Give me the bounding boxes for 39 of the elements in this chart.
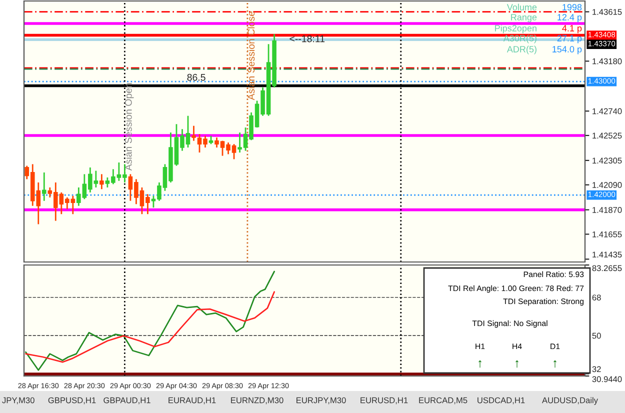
- text: EURAUD,H1: [168, 397, 216, 404]
- y-tick-label: 1.42525: [592, 132, 622, 139]
- y-tick-label: 1.41870: [592, 207, 622, 213]
- y-tick-label: 1.41655: [592, 231, 622, 238]
- annotation: Range: [511, 14, 537, 22]
- annotation: ↑: [554, 360, 556, 368]
- annotation: ↑: [516, 360, 518, 368]
- y-tick-label: 68: [592, 294, 601, 300]
- y-tick-label: 1.41435: [592, 252, 622, 258]
- annotation: 1998: [562, 4, 582, 10]
- text: JPY,M30: [2, 397, 34, 404]
- text: EURNZD,M30: [231, 397, 284, 404]
- annotation: ↑: [478, 360, 482, 368]
- y-tick-label: 30.9440: [592, 376, 622, 382]
- ref-line-label: Asian Session Close: [247, 11, 255, 100]
- y-tick-label: 1.42740: [592, 108, 622, 114]
- ref-line-label: Asian Session Open: [124, 83, 134, 171]
- text: EURJPY,M30: [296, 397, 346, 404]
- annotation: Volume: [506, 4, 537, 10]
- annotation: Pips2open: [495, 24, 536, 34]
- annotation: 12.4 p: [558, 14, 582, 22]
- y-tick-label: 83.2655: [592, 265, 622, 272]
- text: EURCAD,M5: [419, 397, 468, 404]
- annotation: 154.0 p: [552, 46, 582, 54]
- text: AUDUSD,Daily: [542, 397, 598, 405]
- annotation: 86.5: [187, 74, 206, 81]
- text: USDCAD,H1: [478, 397, 525, 404]
- y-tick-label: 32: [592, 366, 601, 372]
- y-tick-label: 1.42090: [592, 182, 622, 188]
- annotation: <--18:11: [290, 35, 325, 42]
- y-tick-label: 1.43615: [592, 8, 622, 15]
- text: GBPUSD,H1: [48, 397, 96, 404]
- text: GBPAUD,H1: [104, 397, 150, 404]
- y-tick-label: 1.42305: [592, 158, 622, 164]
- y-tick-label: 50: [592, 332, 601, 339]
- text: EURUSD,H1: [360, 397, 408, 404]
- annotation: ADR(5): [506, 46, 536, 54]
- y-tick-label: 1.43180: [592, 58, 622, 64]
- annotation: 4.1 p: [562, 25, 582, 34]
